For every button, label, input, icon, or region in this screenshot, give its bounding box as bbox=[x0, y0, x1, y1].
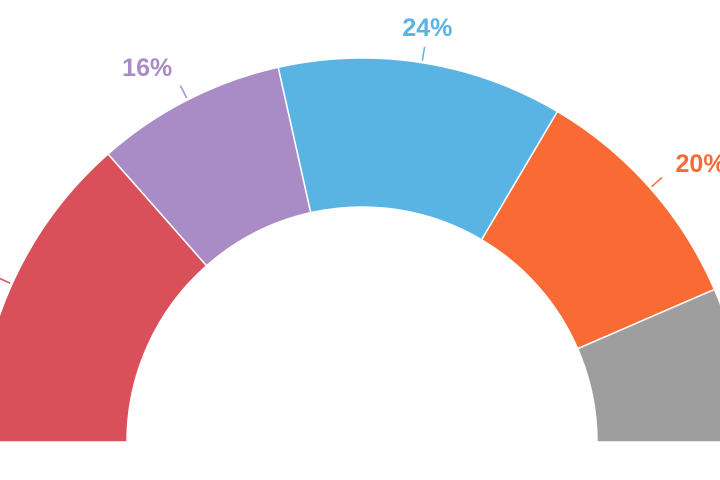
leader-line bbox=[0, 277, 11, 284]
leader-line bbox=[651, 176, 663, 188]
leader-line bbox=[179, 85, 188, 99]
value-label: 24% bbox=[402, 14, 452, 42]
leader-line bbox=[421, 46, 426, 61]
donut-segment bbox=[576, 288, 720, 443]
value-label: 20% bbox=[676, 150, 720, 178]
value-label: 16% bbox=[122, 54, 172, 82]
